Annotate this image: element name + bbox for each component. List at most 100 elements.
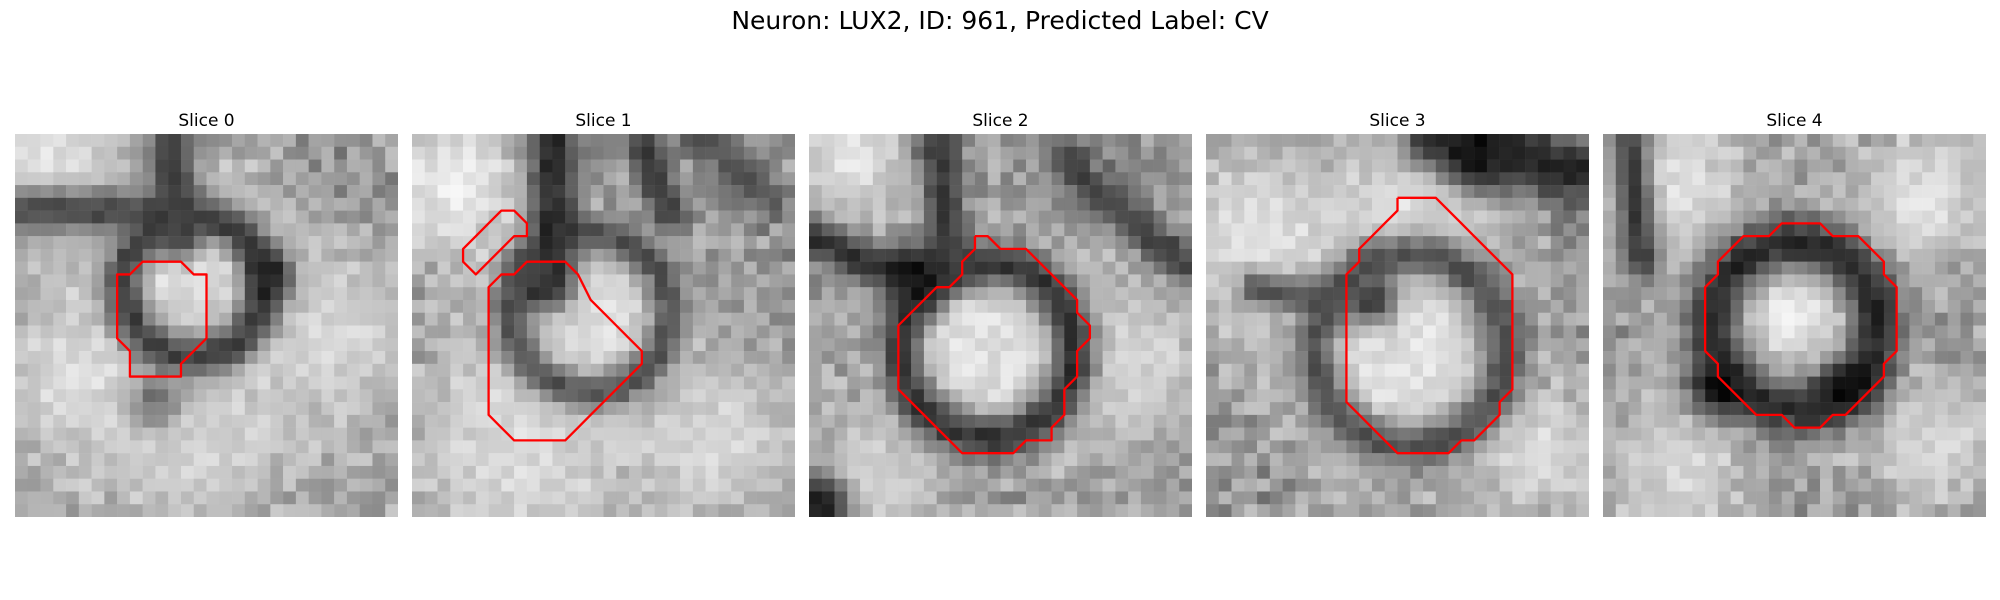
pixel [168,453,182,467]
pixel [539,134,553,148]
pixel [641,159,655,173]
pixel [1781,197,1795,211]
pixel [1525,185,1539,199]
pixel [1705,478,1719,492]
pixel [1448,236,1462,250]
pixel [974,159,988,173]
pixel [821,261,835,275]
pixel [1231,376,1245,390]
pixel [104,478,118,492]
pixel [1206,299,1220,313]
pixel [308,287,322,301]
pixel [949,248,963,262]
pixel [295,325,309,339]
pixel [898,248,912,262]
pixel [295,440,309,454]
pixel [974,312,988,326]
pixel [705,478,719,492]
pixel [412,197,426,211]
pixel [1218,440,1232,454]
pixel [1934,351,1948,365]
pixel [1282,427,1296,441]
pixel [1858,478,1872,492]
pixel [629,504,643,517]
pixel [1692,351,1706,365]
pixel [1371,236,1385,250]
pixel [1128,159,1142,173]
pixel [1679,223,1693,237]
pixel [1973,159,1986,173]
pixel [1845,299,1859,313]
pixel [1269,261,1283,275]
pixel [359,134,373,148]
pixel [1333,363,1347,377]
pixel [53,440,67,454]
pixel [1026,440,1040,454]
pixel [603,197,617,211]
pixel [974,491,988,505]
pixel [232,414,246,428]
pixel [1960,159,1974,173]
pixel [1000,389,1014,403]
pixel [1308,478,1322,492]
pixel [1295,223,1309,237]
pixel [1896,185,1910,199]
pixel [321,312,335,326]
pixel [782,248,795,262]
pixel [1934,159,1948,173]
pixel [1909,376,1923,390]
pixel [629,299,643,313]
pixel [539,223,553,237]
pixel [1628,440,1642,454]
pixel [257,491,271,505]
pixel [1359,389,1373,403]
pixel [1666,389,1680,403]
pixel [539,197,553,211]
pixel [27,274,41,288]
pixel [834,453,848,467]
pixel [437,312,451,326]
pixel [1486,376,1500,390]
pixel [129,185,143,199]
pixel [1282,172,1296,186]
pixel [1692,338,1706,352]
pixel [1525,197,1539,211]
pixel [1038,402,1052,416]
pixel [756,299,770,313]
pixel [66,402,80,416]
pixel [962,223,976,237]
pixel [1563,185,1577,199]
pixel [450,376,464,390]
pixel [1448,453,1462,467]
pixel [1654,146,1668,160]
pixel [1206,274,1220,288]
pixel [1153,159,1167,173]
pixel [1615,440,1629,454]
pixel [1346,325,1360,339]
pixel [1947,363,1961,377]
pixel [1883,465,1897,479]
pixel [1077,185,1091,199]
pixel [1282,465,1296,479]
pixel [718,146,732,160]
pixel [654,363,668,377]
pixel [1474,491,1488,505]
pixel [526,491,540,505]
pixel [1384,197,1398,211]
pixel [1115,146,1129,160]
pixel [629,287,643,301]
pixel [1781,453,1795,467]
pixel [244,134,258,148]
pixel [463,185,477,199]
pixel [206,248,220,262]
pixel [743,299,757,313]
pixel [847,453,861,467]
pixel [718,504,732,517]
pixel [437,427,451,441]
pixel [911,504,925,517]
pixel [756,351,770,365]
pixel [1486,197,1500,211]
pixel [692,172,706,186]
pixel [346,325,360,339]
pixel [104,210,118,224]
